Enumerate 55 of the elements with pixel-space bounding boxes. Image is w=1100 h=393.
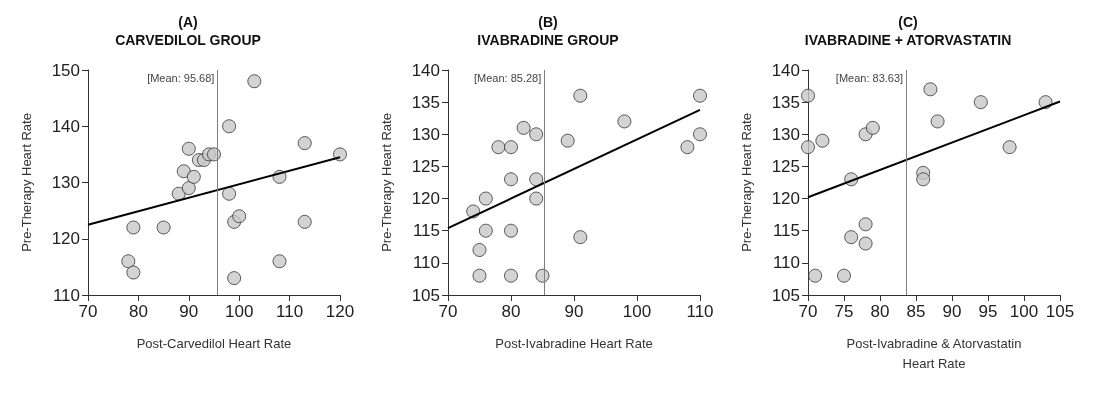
y-tick-label: 115 <box>772 221 800 241</box>
x-tick-label: 100 <box>225 302 254 321</box>
y-tick-label: 140 <box>771 60 800 80</box>
y-tick-label: 105 <box>411 285 440 305</box>
x-tick-label: 70 <box>78 302 98 321</box>
chart-title: (C) <box>898 14 918 30</box>
x-axis-title: Post-Carvedilol Heart Rate <box>136 335 292 351</box>
x-tick-label: 120 <box>325 302 355 321</box>
x-tick-label: 110 <box>276 302 304 321</box>
x-tick-label: 85 <box>906 302 926 321</box>
y-tick-label: 115 <box>412 221 440 241</box>
chart-subtitle: CARVEDILOL GROUP <box>115 32 261 48</box>
chart-title: (B) <box>538 14 558 30</box>
x-tick-label: 100 <box>1009 302 1039 321</box>
x-tick-label: 100 <box>622 302 652 321</box>
x-tick-label: 90 <box>564 302 584 321</box>
x-tick-label: 75 <box>834 302 854 321</box>
ref-line-label: [Mean: 83.63] <box>835 71 904 84</box>
y-tick-label: 120 <box>51 229 80 249</box>
x-tick-label: 70 <box>798 302 818 321</box>
y-tick-label: 140 <box>411 60 440 80</box>
y-tick-label: 105 <box>771 285 800 305</box>
y-tick-label: 120 <box>771 189 800 209</box>
x-tick-label: 80 <box>501 302 521 321</box>
x-tick-label: 70 <box>438 302 458 321</box>
x-tick-label: 90 <box>942 302 962 321</box>
y-tick-label: 125 <box>771 156 800 176</box>
y-tick-label: 130 <box>771 124 800 144</box>
y-tick-label: 110 <box>412 253 440 273</box>
y-tick-label: 110 <box>772 253 800 273</box>
x-tick-label: 90 <box>179 302 199 321</box>
y-tick-label: 120 <box>411 189 440 209</box>
x-tick-label: 110 <box>686 302 714 321</box>
chart-subtitle: IVABRADINE GROUP <box>477 32 619 48</box>
x-tick-label: 80 <box>870 302 890 321</box>
x-axis-title: Post-Ivabradine & Atorvastatin Heart Rate <box>846 335 1022 371</box>
y-tick-label: 150 <box>51 60 80 80</box>
y-axis-title: Pre-Therapy Heart Rate <box>18 113 34 252</box>
y-tick-label: 130 <box>51 173 80 192</box>
y-tick-label: 110 <box>52 285 80 305</box>
y-axis-title: Pre-Therapy Heart Rate <box>738 113 754 252</box>
y-tick-label: 125 <box>411 156 440 176</box>
chart-title: (A) <box>178 14 198 30</box>
y-tick-label: 135 <box>411 92 440 112</box>
x-tick-label: 80 <box>128 302 148 321</box>
y-tick-label: 140 <box>51 116 80 136</box>
chart-subtitle: IVABRADINE + ATORVASTATIN <box>804 32 1012 48</box>
x-axis-title: Post-Ivabradine Heart Rate <box>495 335 653 351</box>
y-axis-title: Pre-Therapy Heart Rate <box>378 113 394 252</box>
y-tick-label: 135 <box>771 92 800 112</box>
x-tick-label: 95 <box>978 302 998 321</box>
y-tick-label: 130 <box>411 124 440 144</box>
ref-line-label: [Mean: 95.68] <box>147 71 215 84</box>
ref-line-label: [Mean: 85.28] <box>473 71 542 84</box>
x-tick-label: 105 <box>1045 302 1075 321</box>
